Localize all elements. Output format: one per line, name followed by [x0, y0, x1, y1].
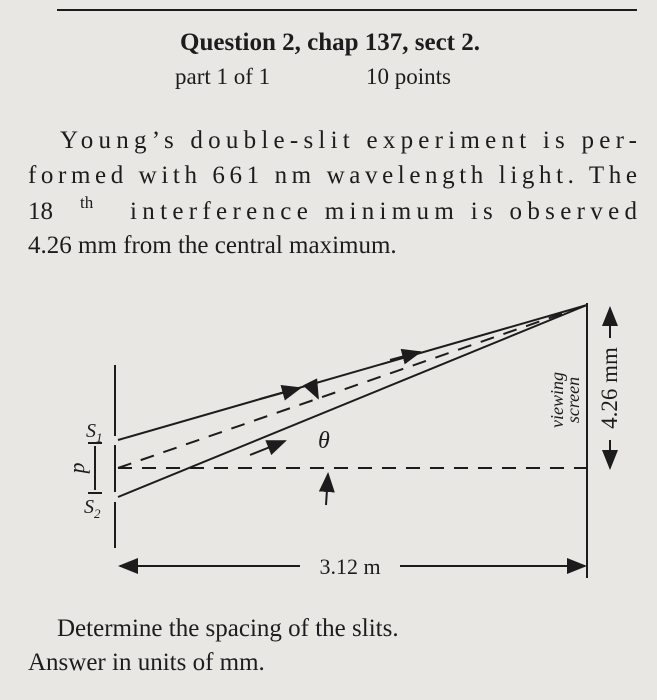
screen-label: screen [563, 377, 583, 423]
ray [117, 304, 588, 441]
spacing-label: d [69, 463, 94, 475]
distance-label: 3.12 m [319, 554, 380, 579]
question: Determine the spacing of the slits. [57, 615, 399, 642]
arrow [259, 385, 302, 401]
angle-arrow [302, 378, 319, 400]
ray [117, 304, 588, 498]
angle-arrow [318, 472, 335, 506]
arrow [389, 348, 422, 365]
problem-line: 18 [28, 198, 53, 225]
points: 10 points [366, 64, 451, 89]
offset-label: 4.26 mm [597, 347, 622, 429]
diagram: S1 S2 d θ 3.12 m viewing screen 4.26 mm [69, 303, 622, 579]
slit-label: S2 [84, 496, 101, 521]
slit-label: S1 [86, 420, 103, 445]
arrow [249, 440, 287, 456]
problem-line: 4.26 mm from the central maximum. [28, 232, 397, 259]
center-ray [117, 304, 588, 469]
problem-line: Young’s double-slit experiment is per- [60, 127, 637, 154]
title: Question 2, chap 137, sect 2. [180, 29, 480, 56]
problem-line: formed with 661 nm wavelength light. The [28, 162, 637, 189]
angle-label: θ [318, 428, 330, 454]
screen-label: viewing [547, 372, 567, 428]
problem-line: interference minimum is observed [130, 198, 638, 225]
superscript: th [80, 193, 94, 212]
answer-units: Answer in units of mm. [28, 649, 265, 676]
part: part 1 of 1 [175, 64, 270, 89]
